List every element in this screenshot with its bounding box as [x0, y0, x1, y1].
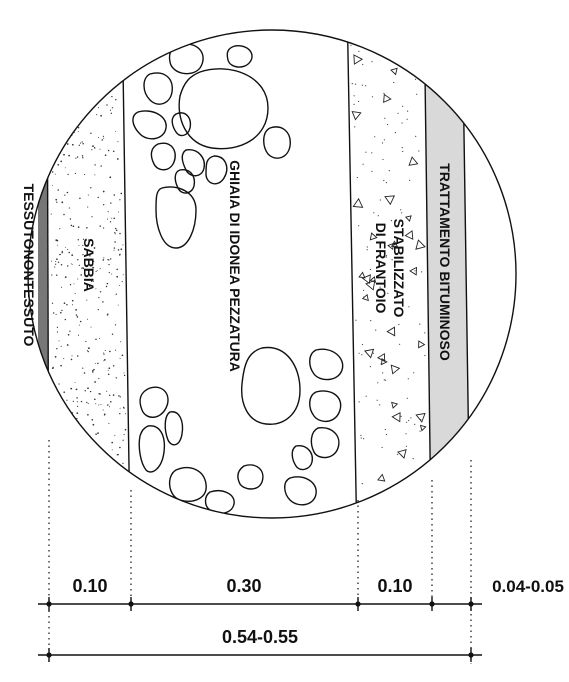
dim-sand: 0.10	[72, 576, 107, 596]
label-sand: SABBIA	[81, 238, 97, 292]
dimension-guides	[48, 440, 472, 664]
dim-bitumen: 0.04-0.05	[492, 577, 564, 596]
label-geotextile: TESSUTONONTESSUTO	[21, 184, 37, 347]
dim-total: 0.54-0.55	[222, 627, 298, 647]
geotextile-line	[46, 30, 50, 518]
label-gravel: GHIAIA DI IDONEA PEZZATURA	[227, 160, 243, 372]
dim-gravel: 0.30	[226, 576, 261, 596]
gravel-stabilized-boundary	[346, 30, 359, 518]
sand-gravel-boundary	[121, 30, 132, 518]
label-bitumen: TRATTAMENTO BITUMINOSO	[437, 163, 453, 361]
label-stabilized-2: DI FRANTOIO	[373, 223, 389, 314]
stabilized-aggregate	[350, 38, 427, 518]
label-stabilized-1: STABILIZZATO	[391, 219, 407, 318]
gravel-stones	[132, 43, 344, 515]
dim-stabilized: 0.10	[377, 576, 412, 596]
dimension-lines	[38, 597, 482, 662]
